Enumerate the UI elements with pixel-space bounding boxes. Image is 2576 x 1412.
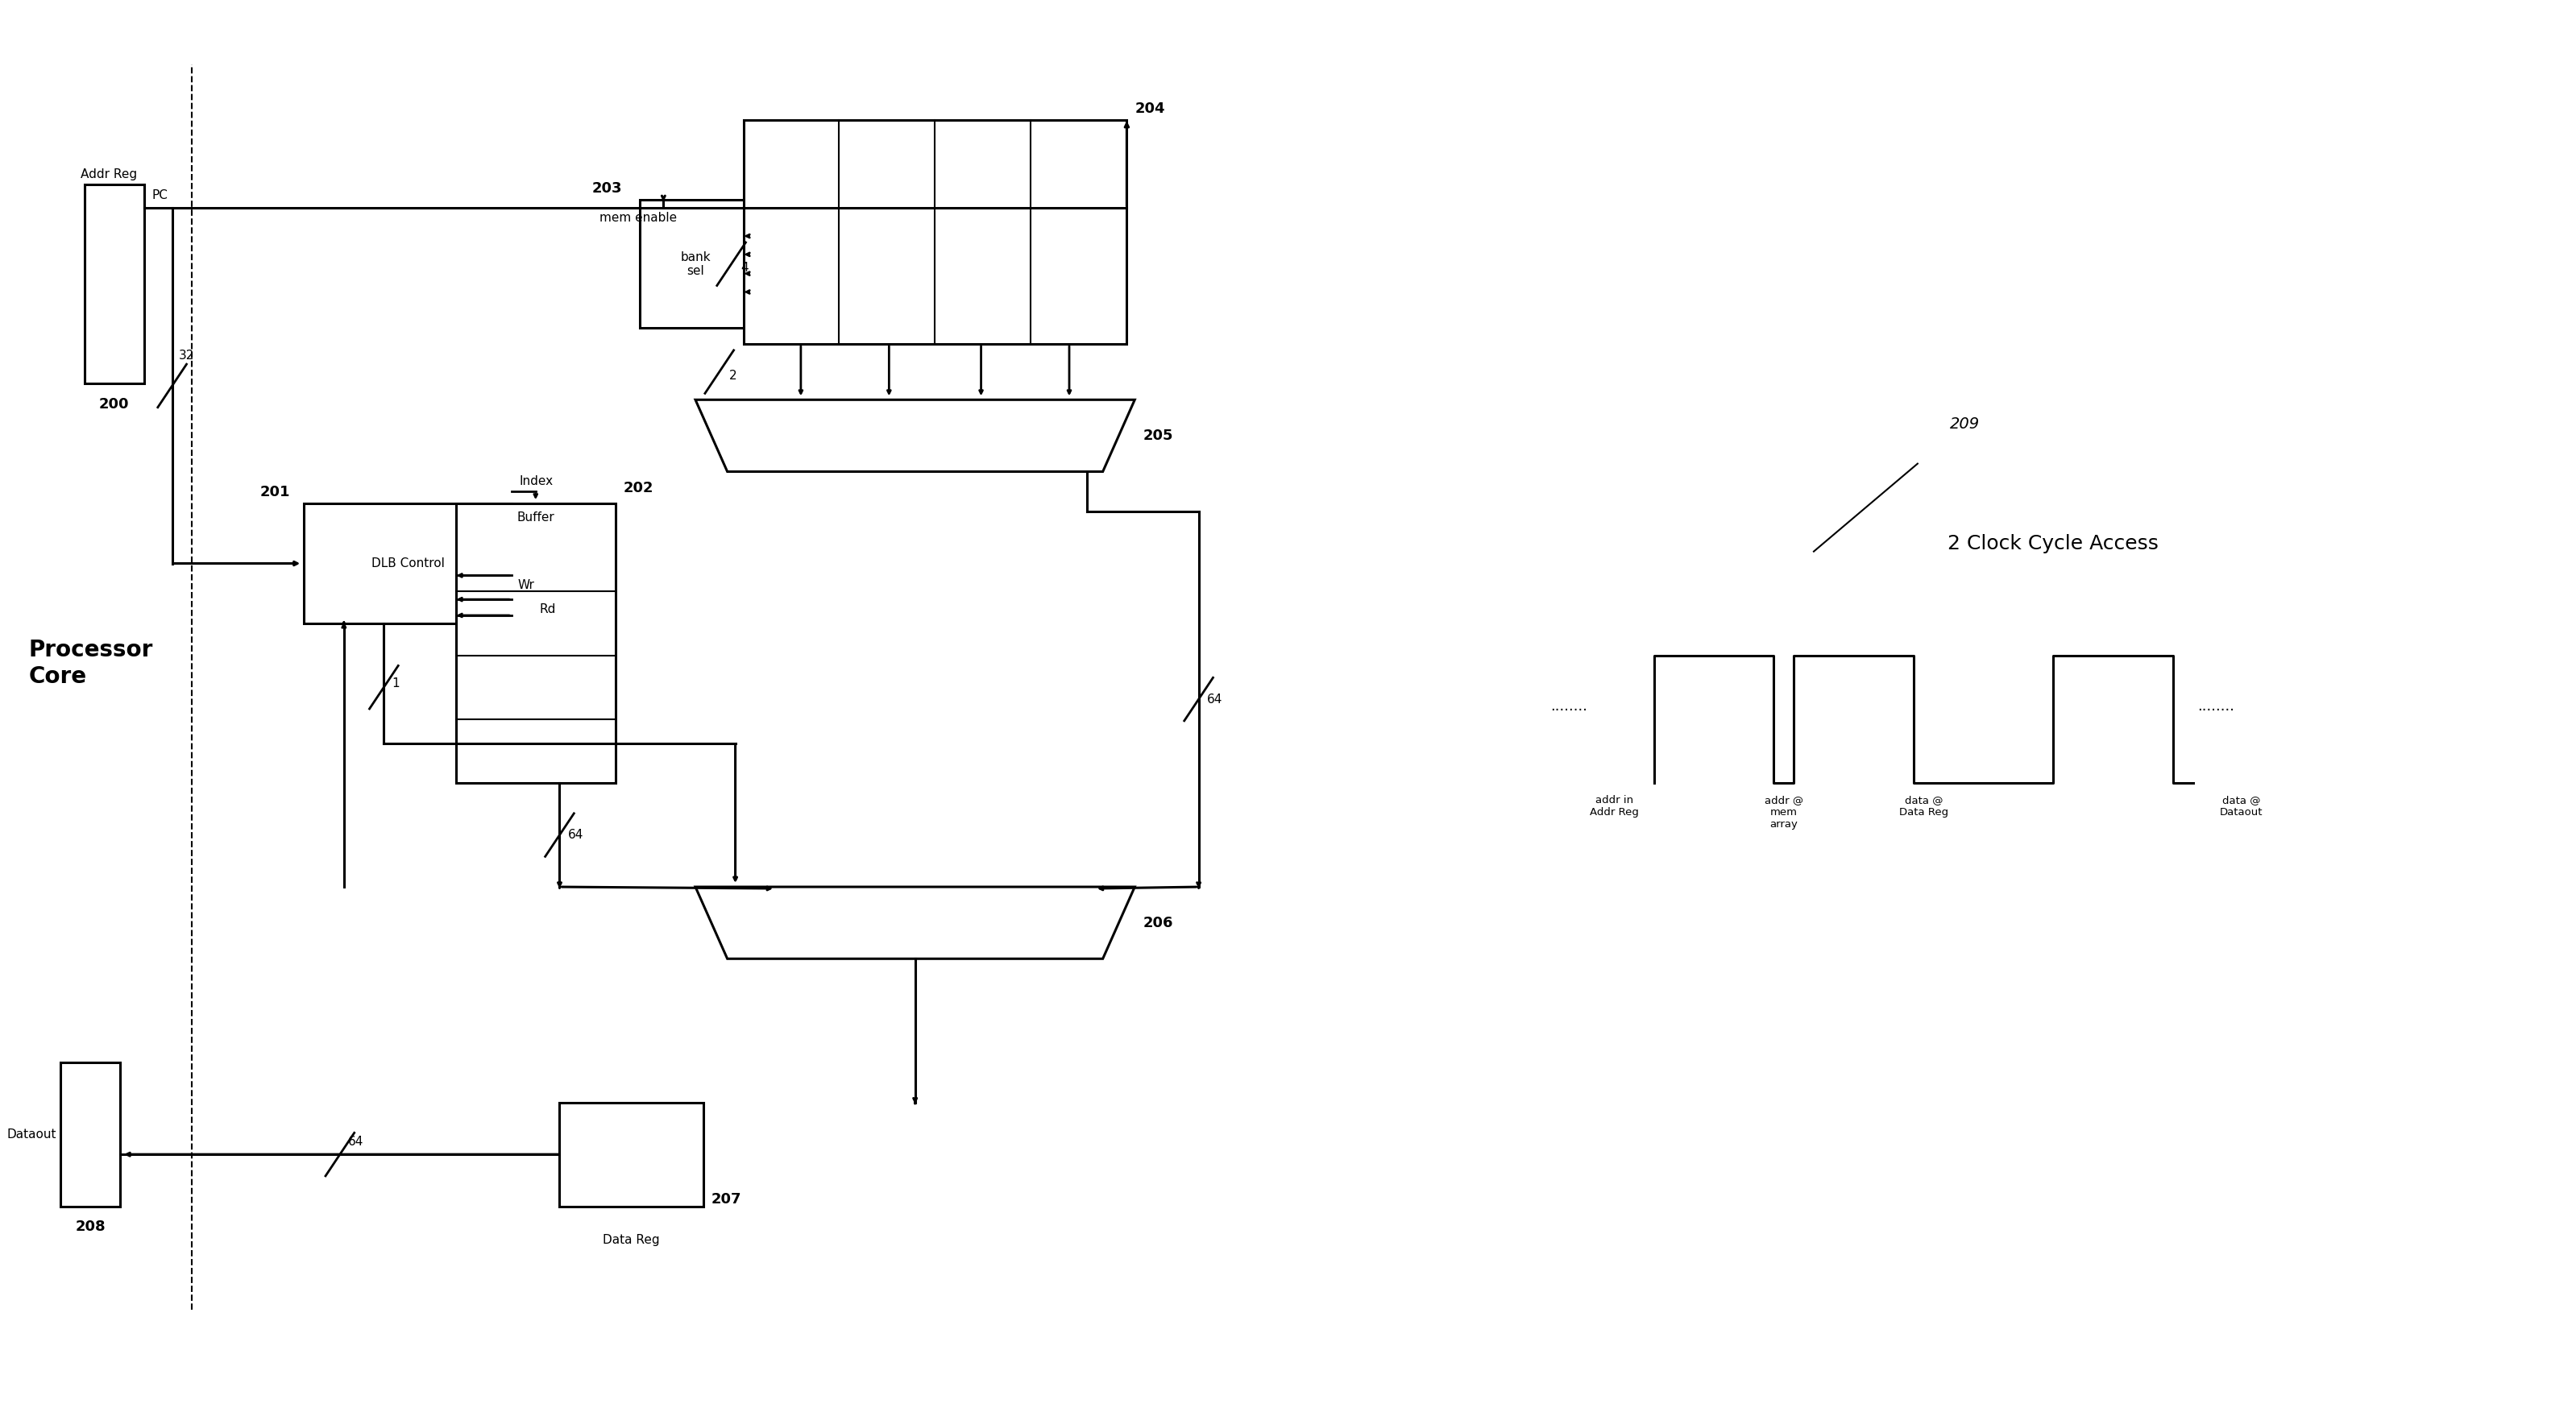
Polygon shape bbox=[696, 400, 1136, 472]
Text: 206: 206 bbox=[1144, 915, 1172, 931]
Text: 64: 64 bbox=[567, 829, 582, 842]
Text: Dataout: Dataout bbox=[8, 1128, 57, 1141]
Text: Index: Index bbox=[520, 476, 554, 487]
Text: PC: PC bbox=[152, 189, 167, 202]
Text: DLB Control: DLB Control bbox=[371, 558, 446, 569]
Text: 4: 4 bbox=[742, 263, 750, 274]
Text: Wr: Wr bbox=[518, 579, 536, 592]
Bar bbox=[744, 120, 1126, 345]
Text: 201: 201 bbox=[260, 486, 291, 500]
Text: 64: 64 bbox=[348, 1135, 363, 1148]
Text: 207: 207 bbox=[711, 1192, 742, 1206]
Text: Data Reg: Data Reg bbox=[603, 1234, 659, 1247]
Bar bbox=[639, 201, 752, 328]
Text: data @
Data Reg: data @ Data Reg bbox=[1899, 795, 1947, 818]
Text: Rd: Rd bbox=[538, 603, 556, 616]
Text: 208: 208 bbox=[75, 1220, 106, 1234]
Text: 202: 202 bbox=[623, 481, 654, 496]
Polygon shape bbox=[696, 887, 1136, 959]
Text: 205: 205 bbox=[1144, 428, 1172, 443]
Text: 209: 209 bbox=[1950, 417, 1978, 432]
Text: data @
Dataout: data @ Dataout bbox=[2221, 795, 2262, 818]
Text: 2: 2 bbox=[729, 370, 737, 381]
Bar bbox=[85, 184, 144, 384]
Text: 204: 204 bbox=[1136, 102, 1164, 116]
Text: 203: 203 bbox=[592, 182, 621, 196]
Text: 32: 32 bbox=[178, 350, 193, 361]
Text: addr @
mem
array: addr @ mem array bbox=[1765, 795, 1803, 830]
Bar bbox=[559, 1103, 703, 1206]
Text: addr in
Addr Reg: addr in Addr Reg bbox=[1589, 795, 1638, 818]
Text: 64: 64 bbox=[1206, 693, 1221, 705]
Text: Addr Reg: Addr Reg bbox=[80, 168, 137, 181]
Text: Buffer: Buffer bbox=[518, 511, 554, 524]
Text: Processor
Core: Processor Core bbox=[28, 640, 152, 688]
Text: 2 Clock Cycle Access: 2 Clock Cycle Access bbox=[1947, 534, 2159, 554]
Text: bank
sel: bank sel bbox=[680, 251, 711, 277]
Text: ........: ........ bbox=[2197, 699, 2233, 713]
Text: 200: 200 bbox=[98, 397, 129, 412]
Bar bbox=[304, 504, 513, 623]
Text: mem enable: mem enable bbox=[600, 212, 677, 225]
Text: ........: ........ bbox=[1551, 699, 1587, 713]
Bar bbox=[59, 1063, 121, 1206]
Text: 1: 1 bbox=[392, 678, 399, 689]
Bar bbox=[456, 504, 616, 784]
